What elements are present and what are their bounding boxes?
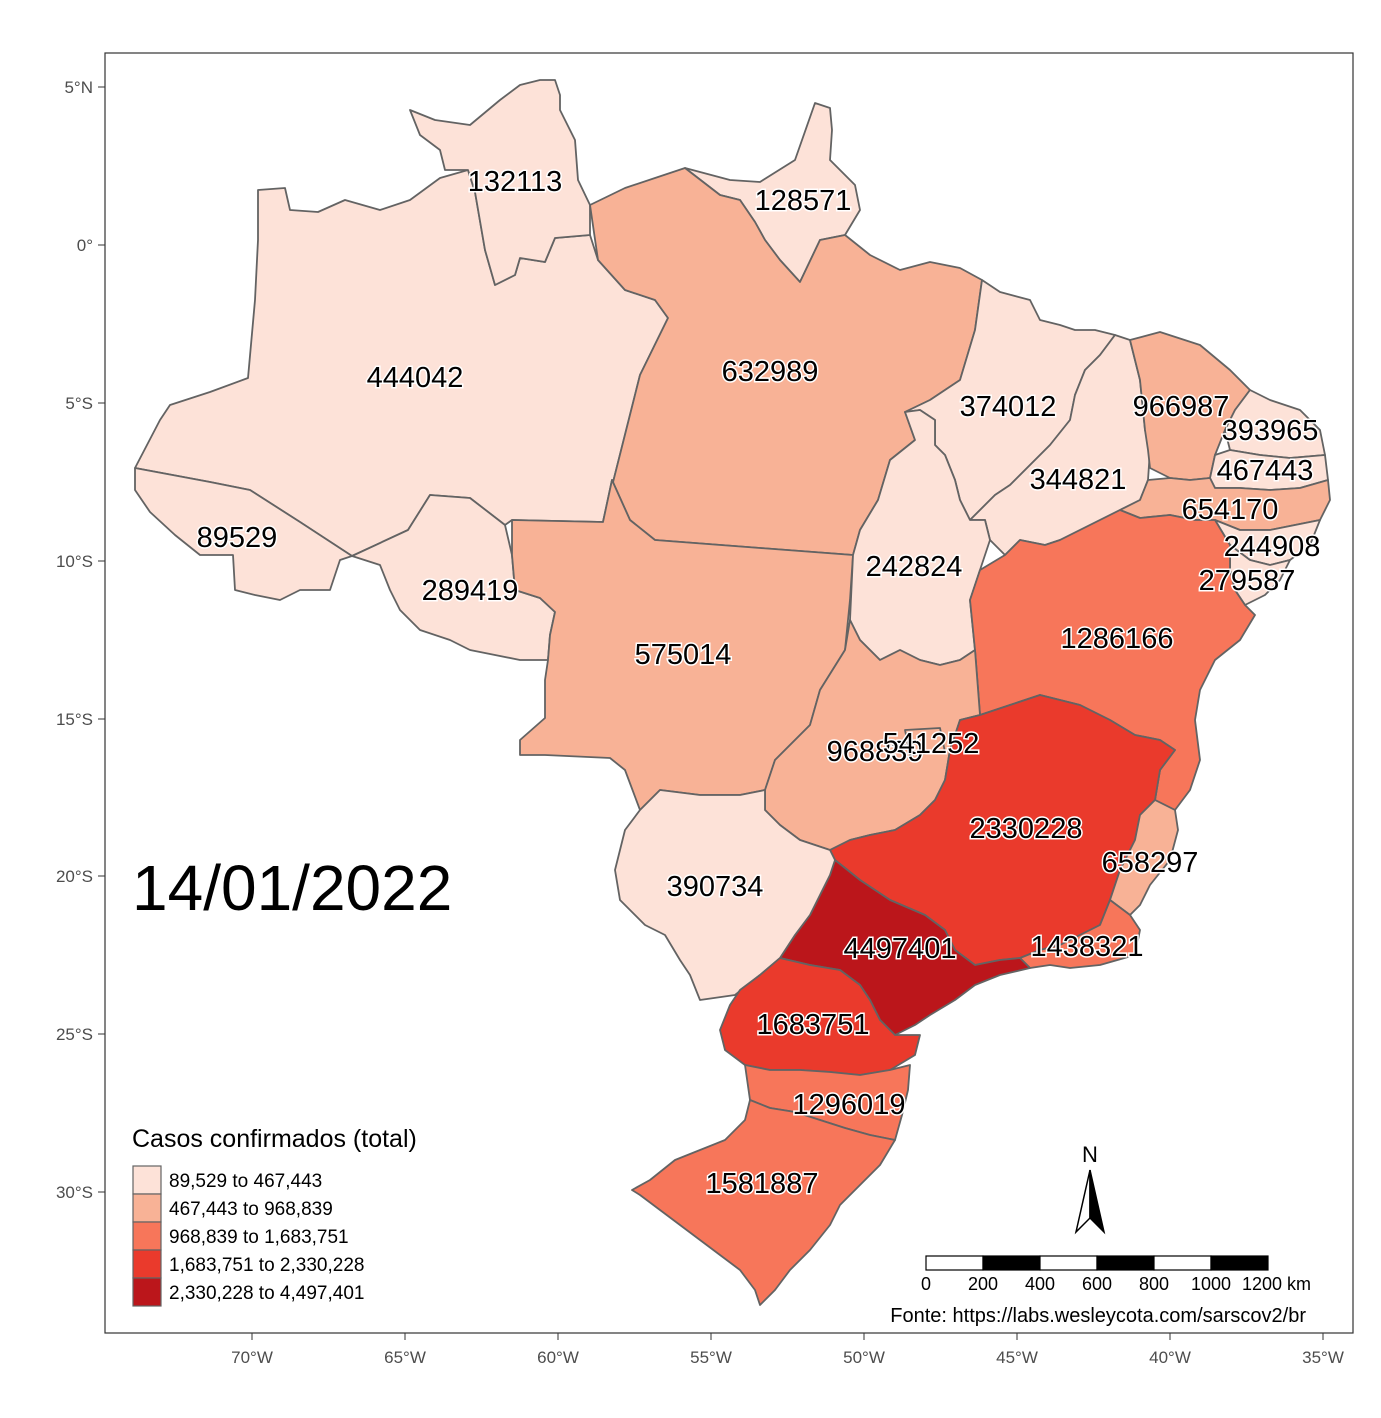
state-df	[904, 727, 946, 756]
value-label-pi: 344821	[1030, 464, 1127, 496]
y-tick-label: 5°N	[64, 78, 93, 97]
x-tick-label: 55°W	[690, 1348, 732, 1367]
scale-label: 0	[921, 1274, 931, 1294]
scale-segment	[1153, 1255, 1212, 1271]
date-label: 14/01/2022	[132, 852, 452, 924]
value-label-go: 968839	[827, 736, 924, 768]
value-label-pr: 1683751	[757, 1009, 870, 1041]
y-tick-label: 25°S	[56, 1025, 93, 1044]
legend-label: 2,330,228 to 4,497,401	[169, 1283, 364, 1304]
value-label-ro: 289419	[422, 575, 519, 607]
value-label-ap: 128571	[755, 185, 852, 217]
north-arrow: N	[1074, 1142, 1106, 1235]
value-label-rj: 1438321	[1031, 931, 1144, 963]
legend-item: 1,683,751 to 2,330,228	[132, 1249, 364, 1279]
state-labels: 132113 128571 444042 632989 374012 96698…	[195, 165, 1322, 1202]
scale-label: 1000	[1191, 1274, 1231, 1294]
state-es	[1109, 799, 1179, 916]
legend-item: 2,330,228 to 4,497,401	[132, 1277, 364, 1307]
legend-title: Casos confirmados (total)	[132, 1125, 417, 1153]
y-tick-label: 10°S	[56, 552, 93, 571]
value-label-sp: 4497401	[844, 933, 957, 965]
y-tick-label: 20°S	[56, 867, 93, 886]
state-ac	[134, 467, 353, 601]
scale-label: 200	[968, 1274, 998, 1294]
x-tick-label: 70°W	[231, 1348, 273, 1367]
source-caption: Fonte: https://labs.wesleycota.com/sarsc…	[890, 1305, 1306, 1327]
scale-label: 400	[1025, 1274, 1055, 1294]
legend-label: 1,683,751 to 2,330,228	[169, 1255, 364, 1276]
x-tick-label: 45°W	[996, 1348, 1038, 1367]
value-label-to: 242824	[866, 551, 963, 583]
y-tick-label: 15°S	[56, 710, 93, 729]
scale-segment	[1039, 1255, 1098, 1271]
value-label-rr: 132113	[468, 166, 563, 198]
value-label-ce: 966987	[1133, 391, 1230, 423]
value-label-se: 279587	[1199, 565, 1296, 597]
x-tick-label: 60°W	[537, 1348, 579, 1367]
state-rs	[631, 1099, 896, 1306]
legend-swatch	[132, 1249, 162, 1279]
legend-swatch	[132, 1165, 162, 1195]
value-label-pe: 654170	[1182, 494, 1279, 526]
legend: Casos confirmados (total) 89,529 to 467,…	[132, 1125, 417, 1307]
legend-item: 968,839 to 1,683,751	[132, 1221, 349, 1251]
x-tick-label: 40°W	[1149, 1348, 1191, 1367]
value-label-rs: 1581887	[706, 1168, 819, 1200]
value-label-pa: 632989	[722, 356, 819, 388]
legend-label: 467,443 to 968,839	[169, 1199, 333, 1220]
state-rj	[1019, 899, 1141, 969]
value-label-es: 658297	[1102, 847, 1199, 879]
scale-label: 800	[1139, 1274, 1169, 1294]
x-tick-label: 65°W	[384, 1348, 426, 1367]
y-tick-label: 0°	[77, 236, 93, 255]
value-label-ac: 89529	[197, 522, 278, 554]
states	[134, 79, 1331, 1306]
value-label-al: 244908	[1224, 531, 1321, 563]
value-label-rn: 393965	[1222, 415, 1319, 447]
y-axis: 5°N 0° 5°S 10°S 15°S 20°S 25°S 30°S	[56, 78, 105, 1202]
legend-swatch	[132, 1193, 162, 1223]
north-arrow-right-icon	[1089, 1169, 1106, 1235]
scale-label: 600	[1082, 1274, 1112, 1294]
scale-bar: 0 200 400 600 800 1000 1200 km	[921, 1255, 1311, 1294]
legend-item: 89,529 to 467,443	[132, 1165, 322, 1195]
scale-label: 1200 km	[1242, 1274, 1311, 1294]
x-tick-label: 50°W	[843, 1348, 885, 1367]
value-label-ma: 374012	[960, 391, 1057, 423]
y-tick-label: 5°S	[65, 394, 93, 413]
north-label: N	[1082, 1142, 1098, 1167]
x-axis: 70°W 65°W 60°W 55°W 50°W 45°W 40°W 35°W	[231, 1333, 1344, 1367]
scale-segment	[982, 1255, 1041, 1271]
value-label-am: 444042	[367, 362, 464, 394]
value-label-sc: 1296019	[793, 1089, 906, 1121]
y-tick-label: 30°S	[56, 1183, 93, 1202]
value-label-df: 541252	[883, 728, 980, 760]
legend-label: 968,839 to 1,683,751	[169, 1227, 349, 1248]
legend-item: 467,443 to 968,839	[132, 1193, 333, 1223]
x-tick-label: 35°W	[1302, 1348, 1344, 1367]
value-label-mg: 2330228	[970, 813, 1083, 845]
scale-segment	[1210, 1255, 1269, 1271]
legend-label: 89,529 to 467,443	[169, 1171, 322, 1192]
value-label-ms: 390734	[667, 871, 764, 903]
legend-swatch	[132, 1221, 162, 1251]
scale-segment	[925, 1255, 984, 1271]
value-label-pb: 467443	[1217, 455, 1314, 487]
scale-segment	[1096, 1255, 1155, 1271]
state-ms	[614, 789, 836, 1001]
state-rr	[409, 79, 591, 286]
value-label-mt: 575014	[635, 639, 732, 671]
value-label-ba: 1286166	[1061, 623, 1174, 655]
legend-swatch	[132, 1277, 162, 1307]
